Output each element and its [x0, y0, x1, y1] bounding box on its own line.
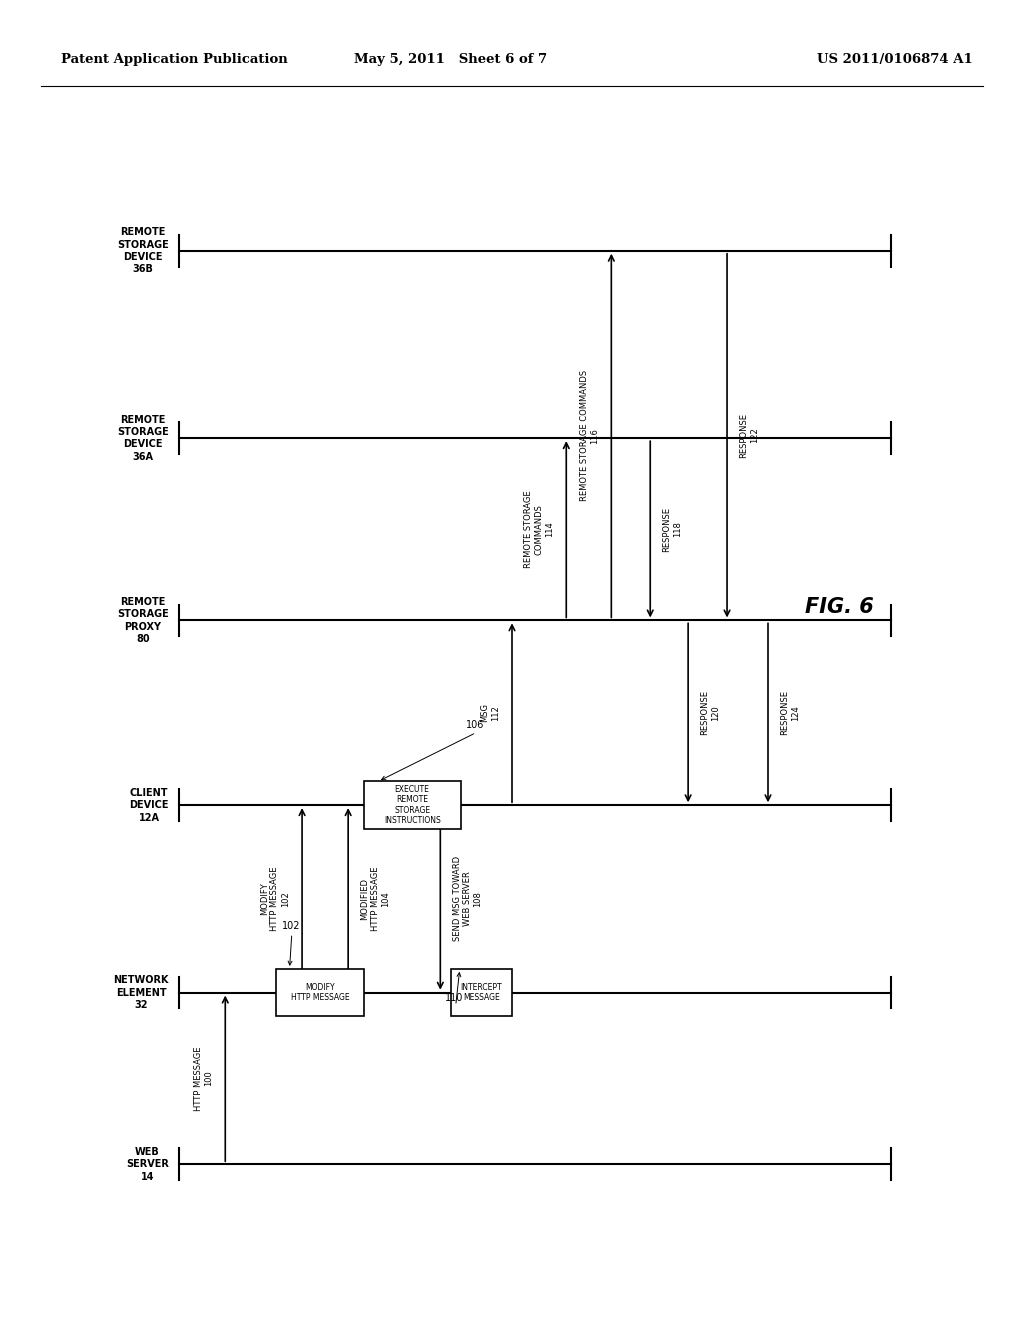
Text: REMOTE
STORAGE
DEVICE
36B: REMOTE STORAGE DEVICE 36B	[117, 227, 169, 275]
Text: WEB
SERVER
14: WEB SERVER 14	[126, 1147, 169, 1181]
Text: RESPONSE
124: RESPONSE 124	[780, 690, 800, 735]
Text: NETWORK
ELEMENT
32: NETWORK ELEMENT 32	[114, 975, 169, 1010]
Text: SEND MSG TOWARD
WEB SERVER
108: SEND MSG TOWARD WEB SERVER 108	[453, 857, 482, 941]
Bar	[276, 969, 364, 1016]
Text: MODIFY
HTTP MESSAGE
102: MODIFY HTTP MESSAGE 102	[260, 867, 290, 931]
Text: INTERCEPT
MESSAGE: INTERCEPT MESSAGE	[461, 983, 502, 1002]
Text: 106: 106	[466, 719, 484, 730]
Text: 102: 102	[282, 920, 300, 931]
Text: RESPONSE
120: RESPONSE 120	[700, 690, 720, 735]
Text: May 5, 2011   Sheet 6 of 7: May 5, 2011 Sheet 6 of 7	[354, 53, 547, 66]
Text: CLIENT
DEVICE
12A: CLIENT DEVICE 12A	[129, 788, 169, 822]
Text: US 2011/0106874 A1: US 2011/0106874 A1	[817, 53, 973, 66]
Text: MODIFY
HTTP MESSAGE: MODIFY HTTP MESSAGE	[291, 983, 349, 1002]
Text: FIG. 6: FIG. 6	[805, 597, 874, 618]
Bar	[451, 969, 512, 1016]
Text: RESPONSE
118: RESPONSE 118	[663, 507, 682, 552]
Text: Patent Application Publication: Patent Application Publication	[61, 53, 288, 66]
Text: REMOTE
STORAGE
PROXY
80: REMOTE STORAGE PROXY 80	[117, 597, 169, 644]
Text: REMOTE STORAGE COMMANDS
116: REMOTE STORAGE COMMANDS 116	[580, 370, 599, 502]
Text: 110: 110	[445, 993, 464, 1003]
Text: RESPONSE
122: RESPONSE 122	[739, 413, 759, 458]
Bar	[364, 781, 461, 829]
Text: REMOTE
STORAGE
DEVICE
36A: REMOTE STORAGE DEVICE 36A	[117, 414, 169, 462]
Text: MSG
112: MSG 112	[480, 704, 500, 722]
Text: EXECUTE
REMOTE
STORAGE
INSTRUCTIONS: EXECUTE REMOTE STORAGE INSTRUCTIONS	[384, 785, 440, 825]
Text: MODIFIED
HTTP MESSAGE
104: MODIFIED HTTP MESSAGE 104	[360, 867, 390, 931]
Text: REMOTE STORAGE
COMMANDS
114: REMOTE STORAGE COMMANDS 114	[524, 491, 554, 568]
Text: HTTP MESSAGE
100: HTTP MESSAGE 100	[194, 1047, 213, 1110]
